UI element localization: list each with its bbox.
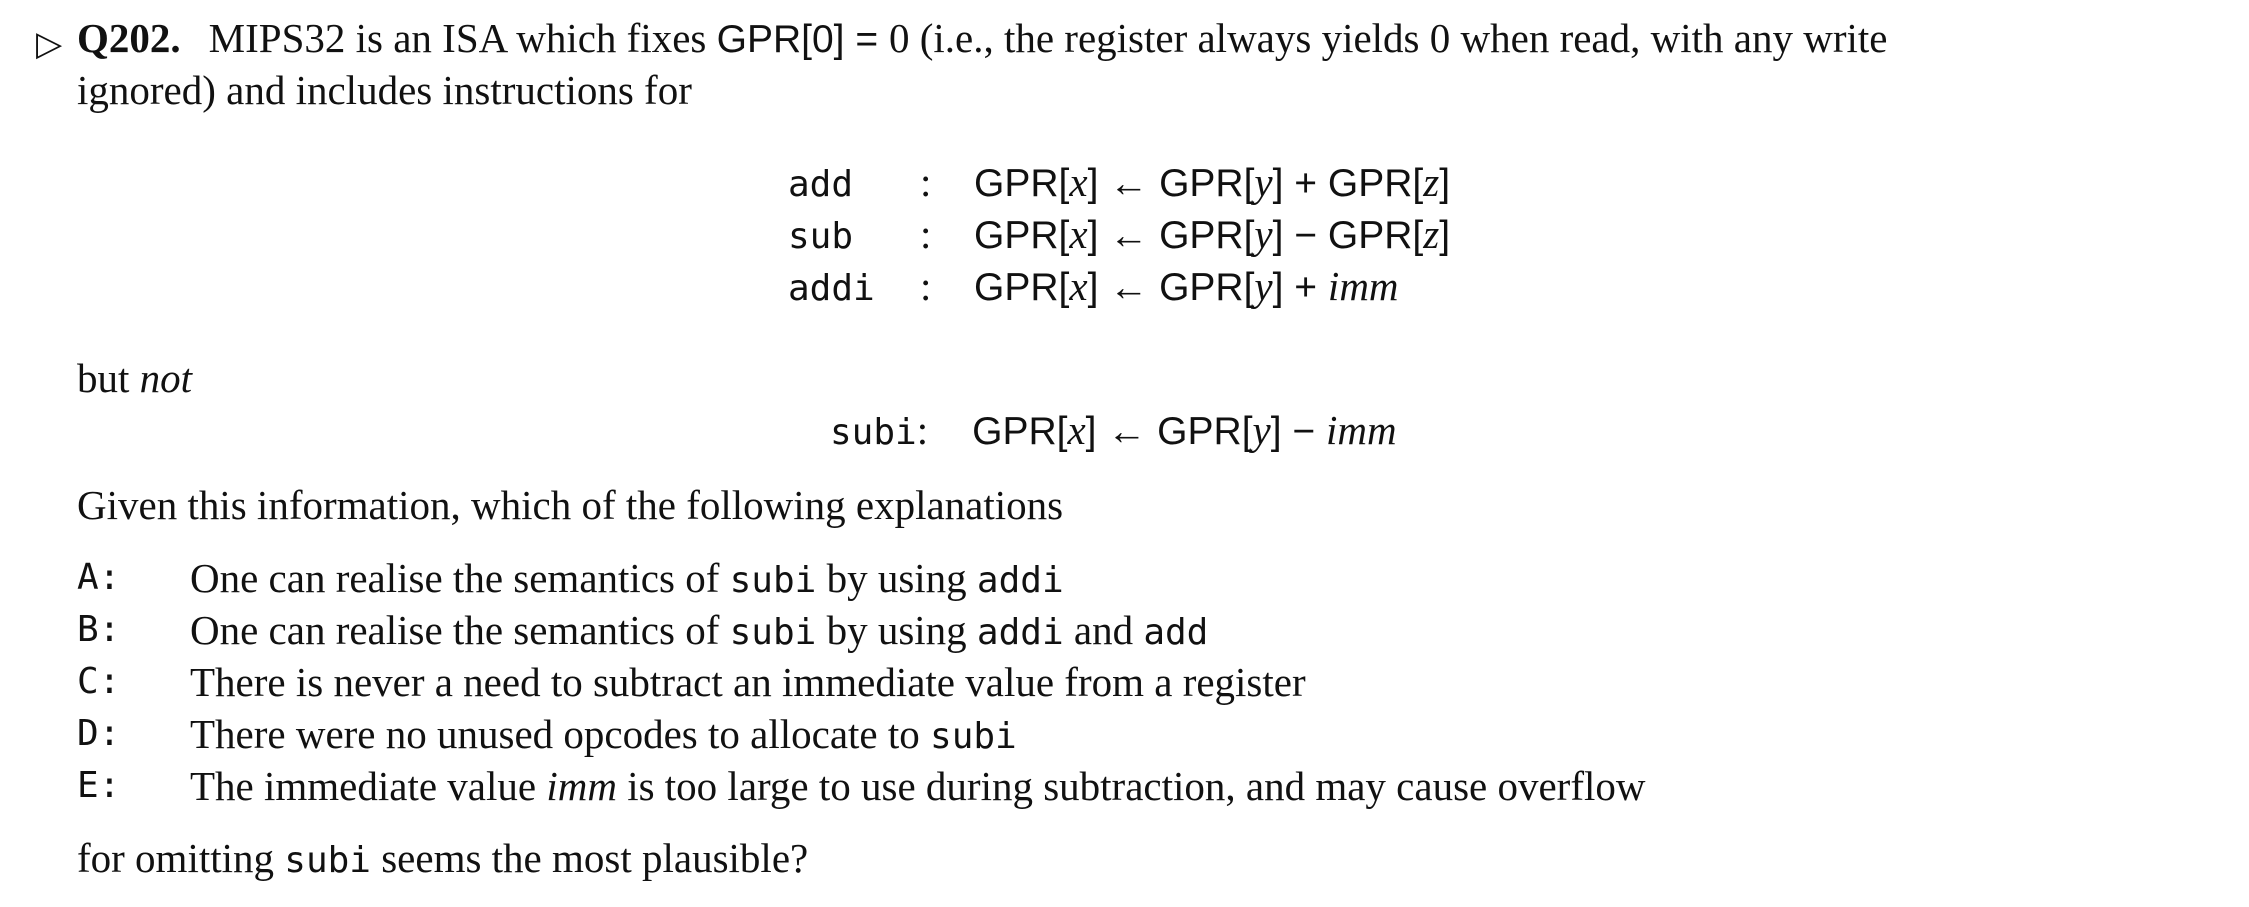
gpr-text: ] − GPR[ <box>1272 214 1424 257</box>
intro-line-2: ignored) and includes instructions for <box>77 67 692 113</box>
option-text: There were no unused opcodes to allocate… <box>190 711 1017 757</box>
option-text: The immediate value imm is too large to … <box>190 763 1646 809</box>
gpr-text: ] ← GPR[ <box>1087 214 1255 257</box>
intro-text-2: 0 (i.e., the register always yields 0 wh… <box>888 15 1888 61</box>
option-letter: B: <box>77 609 121 650</box>
intro-line-1: Q202. MIPS32 is an ISA which fixes GPR[0]… <box>77 12 1887 66</box>
gpr-text: ] ← GPR[ <box>1087 162 1255 205</box>
triangle-marker-icon: ▷ <box>36 24 63 64</box>
option-text: One can realise the semantics of subi by… <box>190 555 1064 601</box>
gpr-text: ] − <box>1270 410 1327 453</box>
instruction-separator: : <box>920 263 932 309</box>
gpr-text: GPR[ <box>974 266 1070 309</box>
instruction-row-addi: addi: GPR[x] ← GPR[y] + imm <box>788 260 1399 315</box>
instruction-row-sub: sub: GPR[x] ← GPR[y] − GPR[z] <box>788 208 1450 263</box>
gpr-text: ] <box>1439 162 1451 205</box>
option-letter: A: <box>77 557 121 598</box>
var-x: x <box>1069 159 1088 205</box>
gpr0-expression: GPR[0] = <box>716 18 889 61</box>
instruction-opcode: add <box>788 164 854 205</box>
var-imm: imm <box>546 763 617 809</box>
question-number: Q202. <box>77 15 181 61</box>
gpr-text: ] ← GPR[ <box>1085 410 1253 453</box>
var-y: y <box>1252 407 1271 453</box>
option-c[interactable]: C: There is never a need to subtract an … <box>0 656 2249 708</box>
code-addi: addi <box>976 560 1064 601</box>
instruction-separator: : <box>916 407 929 453</box>
code-subi: subi <box>284 840 371 881</box>
but-not-line: but not <box>77 352 192 404</box>
gpr-text: GPR[ <box>974 214 1070 257</box>
instruction-opcode: sub <box>788 216 854 257</box>
var-y: y <box>1254 159 1273 205</box>
excluded-instruction-subi: subi: GPR[x] ← GPR[y] − imm <box>830 404 1397 459</box>
gpr-text: ] + GPR[ <box>1272 162 1424 205</box>
option-text: There is never a need to subtract an imm… <box>190 659 1306 705</box>
code-subi: subi <box>729 560 817 601</box>
option-a[interactable]: A: One can realise the semantics of subi… <box>0 552 2249 604</box>
var-x: x <box>1067 407 1086 453</box>
intro-text-1: MIPS32 is an ISA which fixes <box>208 15 717 61</box>
instruction-opcode: subi <box>830 412 917 453</box>
instruction-row-add: add: GPR[x] ← GPR[y] + GPR[z] <box>788 156 1450 211</box>
option-d[interactable]: D: There were no unused opcodes to alloc… <box>0 708 2249 760</box>
gpr-text: ] + <box>1272 266 1328 309</box>
gpr-text: GPR[ <box>972 410 1068 453</box>
gpr-text: ] ← GPR[ <box>1087 266 1255 309</box>
option-e[interactable]: E: The immediate value imm is too large … <box>0 760 2249 812</box>
option-text: One can realise the semantics of subi by… <box>190 607 1209 653</box>
not-text: not <box>139 355 193 401</box>
gpr-text: GPR[ <box>974 162 1070 205</box>
var-imm: imm <box>1326 407 1397 453</box>
var-x: x <box>1069 263 1088 309</box>
var-z: z <box>1423 159 1440 205</box>
option-letter: E: <box>77 765 121 806</box>
code-addi: addi <box>976 612 1064 653</box>
code-add: add <box>1143 612 1209 653</box>
instruction-opcode: addi <box>788 268 875 309</box>
closing-line: for omitting subi seems the most plausib… <box>77 835 809 881</box>
option-b[interactable]: B: One can realise the semantics of subi… <box>0 604 2249 656</box>
var-imm: imm <box>1327 263 1399 309</box>
var-y: y <box>1254 211 1273 257</box>
var-x: x <box>1069 211 1088 257</box>
instruction-separator: : <box>920 159 932 205</box>
code-subi: subi <box>729 612 817 653</box>
code-subi: subi <box>930 716 1017 757</box>
option-letter: C: <box>77 661 121 702</box>
option-letter: D: <box>77 713 121 754</box>
question-prompt: Given this information, which of the fol… <box>77 482 1064 528</box>
gpr-text: ] <box>1439 214 1451 257</box>
but-text: but <box>77 355 140 401</box>
var-y: y <box>1254 263 1273 309</box>
var-z: z <box>1423 211 1440 257</box>
instruction-separator: : <box>920 211 932 257</box>
